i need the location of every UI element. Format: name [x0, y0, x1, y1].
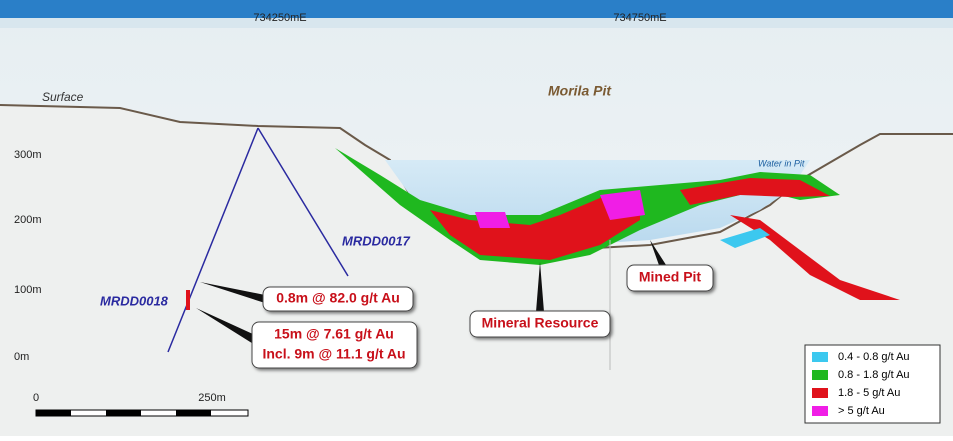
- callout-box: [469, 310, 611, 338]
- scale-label: 0: [33, 392, 39, 404]
- easting-label: 734750mE: [613, 12, 666, 24]
- hole-label: MRDD0018: [100, 293, 169, 308]
- intercept-mark: [186, 290, 190, 310]
- pit-label: Morila Pit: [548, 83, 612, 99]
- elevation-label: 200m: [14, 214, 42, 226]
- header-strip: [0, 18, 953, 28]
- drill-hole: [167, 127, 259, 353]
- legend-label: 1.8 - 5 g/t Au: [838, 387, 900, 399]
- legend-items: 0.4 - 0.8 g/t Au 0.8 - 1.8 g/t Au 1.8 - 5 …: [812, 351, 910, 417]
- callout-text: Mineral Resource: [482, 315, 599, 331]
- callout-text: 15m @ 7.61 g/t Au: [274, 326, 394, 342]
- legend-label: 0.4 - 0.8 g/t Au: [838, 351, 910, 363]
- scale-bar: [35, 409, 249, 417]
- legend-label: 0.8 - 1.8 g/t Au: [838, 369, 910, 381]
- elevation-label: 0m: [14, 351, 29, 363]
- ore-low-grade: [720, 228, 770, 248]
- easting-label: 734250mE: [253, 12, 306, 24]
- ground: [0, 105, 953, 436]
- elevation-label: 100m: [14, 284, 42, 296]
- ore-high: [430, 195, 640, 260]
- scale-label: 250m: [198, 392, 226, 404]
- callout-text: Mined Pit: [639, 269, 702, 285]
- callout-box: [626, 264, 714, 292]
- hole-label: MRDD0017: [342, 233, 411, 248]
- ore-high: [680, 178, 830, 205]
- callout-box: [262, 286, 414, 312]
- callout-box: [251, 321, 418, 369]
- surface-label: Surface: [42, 90, 84, 104]
- water-label: Water in Pit: [758, 158, 805, 168]
- drill-hole: [257, 127, 349, 277]
- elevation-label: 300m: [14, 149, 42, 161]
- top-band: [0, 0, 953, 18]
- legend-swatch: [812, 388, 828, 398]
- legend-label: > 5 g/t Au: [838, 405, 885, 417]
- legend-swatch: [812, 370, 828, 380]
- ore-high: [730, 215, 900, 300]
- callout-pointer: [196, 240, 668, 345]
- ore-bonanza: [475, 190, 645, 228]
- legend-swatch: [812, 406, 828, 416]
- callout-text: Incl. 9m @ 11.1 g/t Au: [262, 346, 405, 362]
- legend-swatch: [812, 352, 828, 362]
- callout-text: 0.8m @ 82.0 g/t Au: [276, 290, 400, 306]
